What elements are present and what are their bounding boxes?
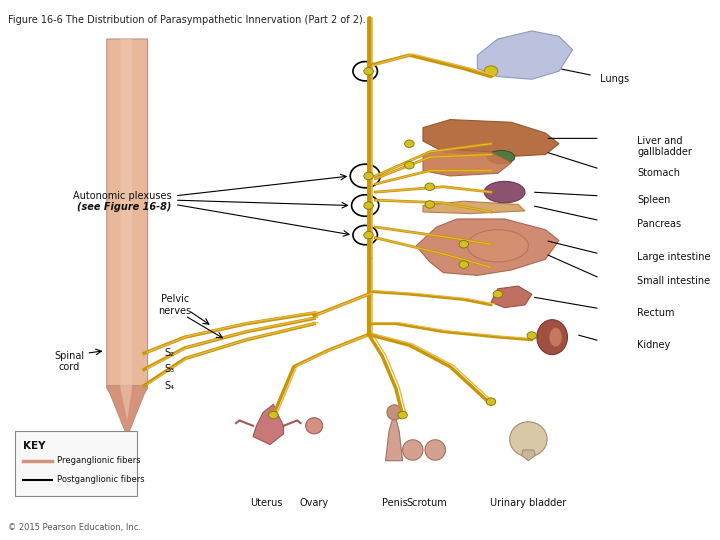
Polygon shape (477, 31, 572, 79)
Text: Rectum: Rectum (637, 308, 675, 318)
Polygon shape (423, 119, 559, 157)
Ellipse shape (387, 405, 402, 420)
Text: Urinary bladder: Urinary bladder (490, 498, 567, 508)
Text: Autonomic plexuses: Autonomic plexuses (73, 191, 171, 201)
Text: Kidney: Kidney (637, 340, 670, 350)
Polygon shape (521, 450, 535, 461)
Polygon shape (107, 39, 148, 421)
Text: S₂: S₂ (165, 348, 174, 358)
Text: Uterus: Uterus (251, 498, 283, 508)
FancyBboxPatch shape (15, 431, 138, 496)
Ellipse shape (402, 440, 423, 460)
Circle shape (398, 411, 408, 419)
Polygon shape (423, 201, 525, 214)
Text: Pelvic
nerves: Pelvic nerves (158, 294, 192, 316)
Polygon shape (423, 149, 511, 176)
Circle shape (425, 201, 435, 208)
Ellipse shape (549, 328, 562, 347)
Ellipse shape (537, 320, 567, 355)
Text: Penis: Penis (382, 498, 408, 508)
Polygon shape (107, 386, 148, 436)
Text: Large intestine: Large intestine (637, 252, 711, 261)
Ellipse shape (306, 418, 323, 434)
Polygon shape (491, 286, 532, 308)
Circle shape (493, 291, 503, 298)
Text: Ovary: Ovary (300, 498, 329, 508)
Circle shape (405, 161, 414, 169)
Text: (see Figure 16-8): (see Figure 16-8) (77, 201, 171, 212)
Circle shape (486, 398, 496, 406)
Text: Stomach: Stomach (637, 168, 680, 178)
Text: S₄: S₄ (165, 381, 174, 390)
Ellipse shape (467, 230, 528, 262)
Text: © 2015 Pearson Education, Inc.: © 2015 Pearson Education, Inc. (8, 523, 141, 532)
Text: Scrotum: Scrotum (406, 498, 446, 508)
Circle shape (405, 140, 414, 147)
Circle shape (425, 183, 435, 191)
Text: Lungs: Lungs (600, 75, 629, 84)
Text: S₃: S₃ (165, 364, 175, 374)
Text: Spinal
cord: Spinal cord (54, 350, 84, 372)
Ellipse shape (425, 440, 446, 460)
Circle shape (269, 411, 278, 419)
Text: Small intestine: Small intestine (637, 276, 711, 286)
Circle shape (364, 68, 374, 75)
Text: Preganglionic fibers: Preganglionic fibers (57, 456, 141, 465)
Text: Spleen: Spleen (637, 195, 670, 205)
Circle shape (459, 240, 469, 248)
Text: KEY: KEY (23, 441, 45, 451)
Polygon shape (386, 413, 402, 461)
Polygon shape (416, 219, 559, 275)
Text: Liver and
gallbladder: Liver and gallbladder (637, 136, 692, 157)
Polygon shape (120, 39, 132, 421)
Text: Postganglionic fibers: Postganglionic fibers (57, 475, 145, 484)
Polygon shape (253, 404, 284, 444)
Circle shape (527, 332, 536, 339)
Ellipse shape (484, 181, 525, 203)
Ellipse shape (487, 151, 515, 164)
Text: Pancreas: Pancreas (637, 219, 681, 230)
Circle shape (364, 172, 374, 180)
Circle shape (459, 261, 469, 268)
Ellipse shape (510, 422, 547, 457)
Circle shape (484, 66, 498, 77)
Text: Figure 16-6 The Distribution of Parasympathetic Innervation (Part 2 of 2).: Figure 16-6 The Distribution of Parasymp… (8, 15, 366, 25)
Circle shape (364, 231, 374, 239)
Circle shape (364, 202, 374, 210)
